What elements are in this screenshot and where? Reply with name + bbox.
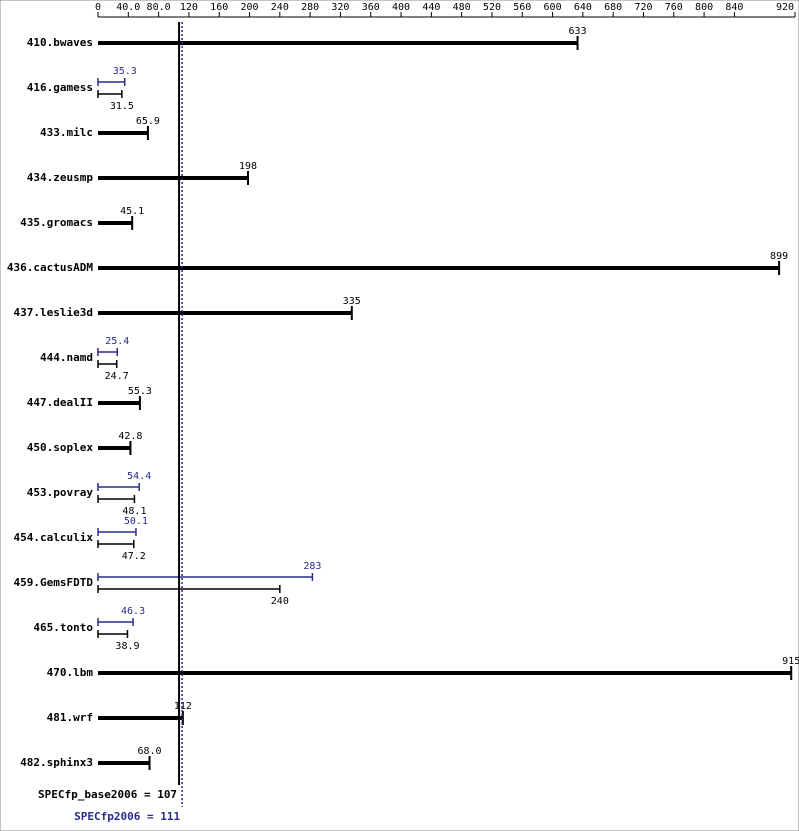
x-tick-label: 200 <box>240 2 258 13</box>
value-label: 35.3 <box>113 66 137 77</box>
value-label: 24.7 <box>105 371 129 382</box>
category-label: 436.cactusADM <box>7 261 93 274</box>
value-label: 283 <box>303 561 321 572</box>
x-tick-label: 400 <box>392 2 410 13</box>
x-tick-label: 80.0 <box>147 2 171 13</box>
category-label: 465.tonto <box>33 621 93 634</box>
category-label: 481.wrf <box>47 711 93 724</box>
x-tick-label: 120 <box>180 2 198 13</box>
value-label: 68.0 <box>137 746 161 757</box>
value-label: 198 <box>239 161 257 172</box>
x-tick-label: 600 <box>544 2 562 13</box>
value-label: 55.3 <box>128 386 152 397</box>
x-tick-label: 760 <box>665 2 683 13</box>
category-label: 437.leslie3d <box>14 306 93 319</box>
category-label: 453.povray <box>27 486 94 499</box>
value-label: 38.9 <box>115 641 139 652</box>
category-label: 482.sphinx3 <box>20 756 93 769</box>
x-tick-label: 320 <box>331 2 349 13</box>
x-tick-label: 720 <box>634 2 652 13</box>
value-label: 45.1 <box>120 206 144 217</box>
value-label: 112 <box>174 701 192 712</box>
value-label: 65.9 <box>136 116 160 127</box>
x-tick-label: 0 <box>95 2 101 13</box>
value-label: 54.4 <box>127 471 151 482</box>
value-label: 48.1 <box>122 506 146 517</box>
category-label: 444.namd <box>40 351 93 364</box>
category-label: 447.dealII <box>27 396 93 409</box>
category-label: 410.bwaves <box>27 36 93 49</box>
value-label: 46.3 <box>121 606 145 617</box>
category-label: 416.gamess <box>27 81 93 94</box>
reference-label: SPECfp2006 = 111 <box>74 810 180 823</box>
value-label: 899 <box>770 251 788 262</box>
value-label: 50.1 <box>124 516 148 527</box>
x-tick-label: 280 <box>301 2 319 13</box>
value-label: 240 <box>271 596 289 607</box>
x-tick-label: 640 <box>574 2 592 13</box>
value-label: 633 <box>569 26 587 37</box>
x-tick-label: 480 <box>453 2 471 13</box>
category-label: 470.lbm <box>47 666 94 679</box>
x-tick-label: 440 <box>422 2 440 13</box>
x-tick-label: 360 <box>362 2 380 13</box>
x-tick-label: 160 <box>210 2 228 13</box>
value-label: 25.4 <box>105 336 129 347</box>
category-label: 450.soplex <box>27 441 94 454</box>
category-label: 459.GemsFDTD <box>14 576 94 589</box>
x-tick-label: 680 <box>604 2 622 13</box>
x-tick-label: 240 <box>271 2 289 13</box>
category-label: 433.milc <box>40 126 93 139</box>
value-label: 42.8 <box>118 431 142 442</box>
value-label: 915 <box>782 656 799 667</box>
category-label: 435.gromacs <box>20 216 93 229</box>
x-tick-label: 40.0 <box>116 2 140 13</box>
x-tick-label: 920 <box>776 2 794 13</box>
value-label: 335 <box>343 296 361 307</box>
category-label: 434.zeusmp <box>27 171 94 184</box>
value-label: 31.5 <box>110 101 134 112</box>
x-tick-label: 800 <box>695 2 713 13</box>
x-tick-label: 840 <box>725 2 743 13</box>
x-tick-label: 520 <box>483 2 501 13</box>
reference-label: SPECfp_base2006 = 107 <box>38 788 177 801</box>
value-label: 47.2 <box>122 551 146 562</box>
category-label: 454.calculix <box>14 531 94 544</box>
x-tick-label: 560 <box>513 2 531 13</box>
